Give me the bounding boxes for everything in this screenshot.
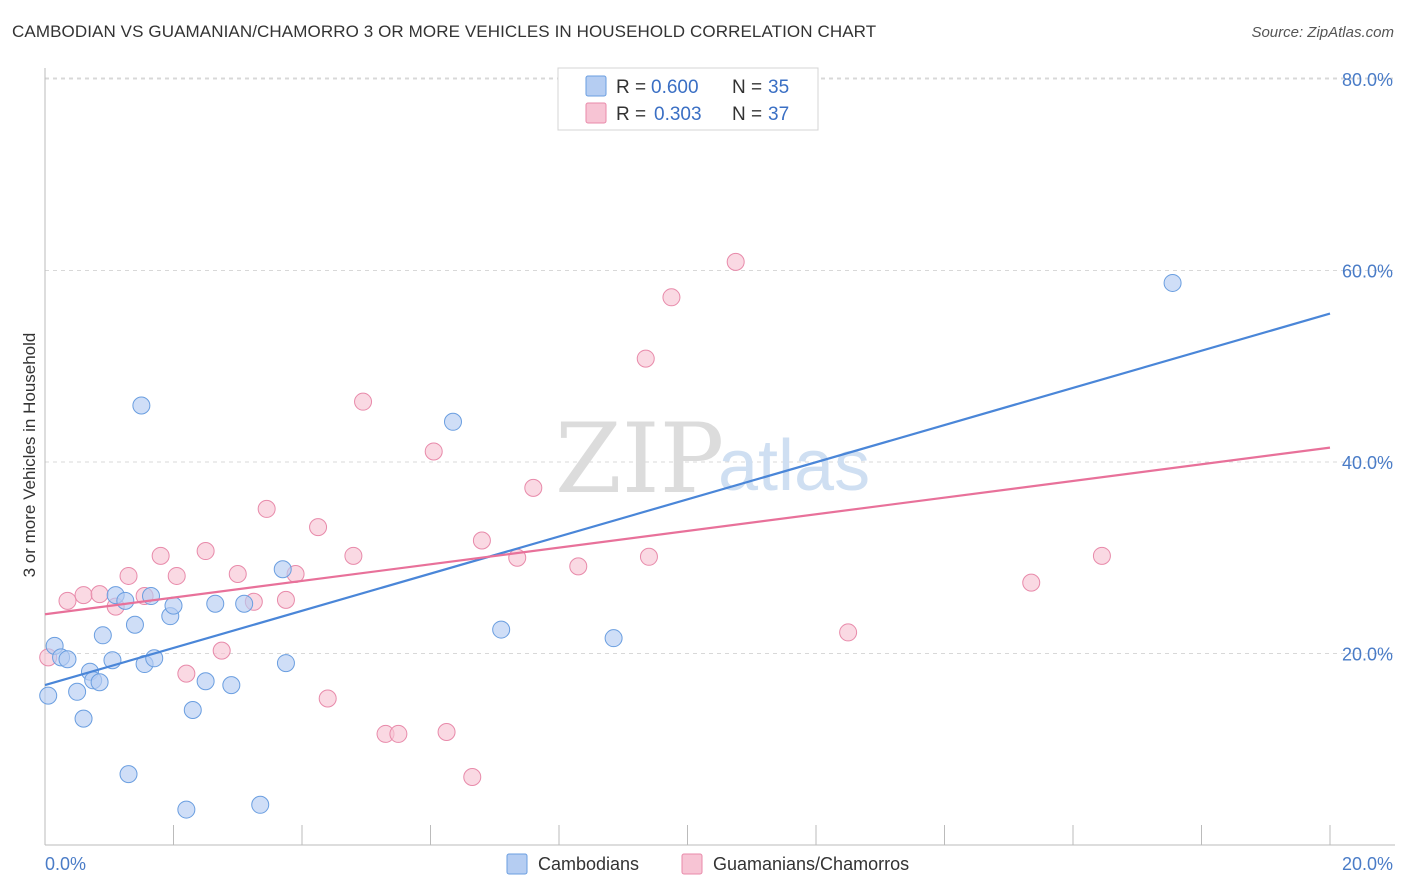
x-tick-label-0: 0.0% [45,854,86,874]
cambodian-point-29 [276,654,295,673]
legend-r-value-2: 0.303 [654,104,702,125]
cambodian-point-30 [443,412,462,431]
cambodian-points [39,273,1182,819]
guamanian-point-2 [74,586,93,605]
guamanian-point-3 [90,585,109,604]
legend-swatch-blue [585,75,607,97]
bottom-legend-swatch-blue [506,853,528,875]
cambodian-trend-line [44,312,1331,687]
series-legend: Cambodians Guamanians/Chamorros [506,853,909,875]
guamanian-point-31 [639,547,658,566]
guamanian-point-26 [472,531,491,550]
guamanian-point-11 [212,641,231,660]
cambodian-point-9 [93,626,112,645]
y-axis-label: 3 or more Vehicles in Household [20,333,39,578]
guamanian-point-14 [257,499,276,518]
y-tick-label-3: 80.0% [1342,70,1393,90]
cambodian-point-12 [116,591,135,610]
cambodian-point-14 [125,615,144,634]
bottom-legend-swatch-pink [681,853,703,875]
guamanian-point-28 [524,478,543,497]
legend-n-label-1: N = [732,77,762,98]
legend-n-label-2: N = [732,104,762,125]
watermark-atlas: atlas [718,426,870,506]
guamanian-point-33 [726,252,745,271]
x-tick-label-1: 20.0% [1342,854,1393,874]
guamanian-point-5 [119,566,138,585]
cambodian-point-0 [39,686,58,705]
legend-cambodians: Cambodians [538,854,639,874]
cambodian-point-23 [196,672,215,691]
cambodian-point-27 [251,795,270,814]
legend-r-value-1: 0.600 [651,77,699,98]
guamanian-point-15 [276,590,295,609]
gridlines [45,77,1395,654]
guamanian-point-17 [309,518,328,537]
y-tick-label-2: 60.0% [1342,262,1393,282]
cambodian-point-31 [492,620,511,639]
chart-title: CAMBODIAN VS GUAMANIAN/CHAMORRO 3 OR MOR… [12,22,877,41]
cambodian-point-28 [273,560,292,579]
guamanian-point-19 [344,546,363,565]
cambodian-point-26 [235,594,254,613]
legend-guamanians: Guamanians/Chamorros [713,854,909,874]
cambodian-point-20 [164,596,183,615]
legend-n-value-2: 37 [768,104,789,125]
y-tick-label-1: 40.0% [1342,453,1393,473]
guamanian-point-25 [463,768,482,787]
guamanian-point-10 [196,542,215,561]
cambodian-point-15 [132,396,151,415]
cambodian-point-4 [68,682,87,701]
cambodian-point-21 [177,800,196,819]
cambodian-point-24 [206,594,225,613]
guamanian-trend-line [44,446,1331,616]
guamanian-point-8 [167,566,186,585]
guamanian-point-24 [437,723,456,742]
axes [44,68,1395,846]
guamanian-point-34 [839,623,858,642]
cambodian-point-13 [119,765,138,784]
guamanian-point-9 [177,664,196,683]
guamanian-point-23 [424,442,443,461]
trend-lines [44,312,1331,687]
guamanian-point-12 [228,565,247,584]
guamanian-point-20 [354,392,373,411]
guamanian-point-29 [569,557,588,576]
watermark: ZIP atlas [555,403,870,515]
legend-swatch-pink [585,102,607,124]
tick-labels: 20.0% 40.0% 60.0% 80.0% 0.0% 20.0% [45,70,1393,874]
legend-r-label-1: R = [616,77,646,98]
legend-n-value-1: 35 [768,77,789,98]
cambodian-point-5 [74,709,93,728]
y-tick-label-0: 20.0% [1342,645,1393,665]
cambodian-point-33 [1163,273,1182,292]
cambodian-point-22 [183,700,202,719]
cambodian-point-3 [58,650,77,669]
cambodian-point-32 [604,629,623,648]
guamanian-point-36 [1092,546,1111,565]
guamanian-point-35 [1022,573,1041,592]
correlation-legend: R = 0.600 N = 35 R = 0.303 N = 37 [557,67,819,131]
cambodian-point-8 [90,673,109,692]
watermark-zip: ZIP [555,403,724,515]
guamanian-point-7 [151,546,170,565]
guamanian-point-32 [662,288,681,307]
guamanian-point-18 [318,689,337,708]
guamanian-point-30 [636,349,655,368]
legend-r-label-2: R = [616,104,646,125]
guamanian-point-22 [389,724,408,743]
source-label: Source: ZipAtlas.com [1251,24,1394,41]
guamanian-point-1 [58,591,77,610]
cambodian-point-25 [222,676,241,695]
